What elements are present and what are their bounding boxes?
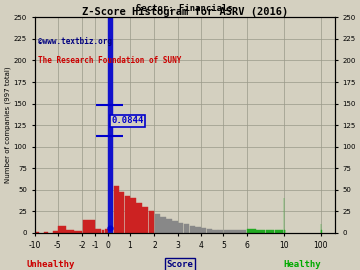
Bar (184, 224, 189, 233)
Bar (207, 229, 212, 233)
Bar (119, 192, 124, 233)
Bar (247, 229, 256, 233)
Bar (320, 224, 321, 233)
Bar (75, 231, 82, 233)
Bar (275, 230, 283, 233)
Bar (130, 198, 136, 233)
Bar (195, 227, 201, 233)
Bar (53, 231, 58, 233)
Text: Healthy: Healthy (284, 260, 321, 269)
Bar (149, 211, 154, 233)
Bar (136, 203, 142, 233)
Bar (108, 18, 113, 233)
Bar (105, 229, 108, 233)
Bar (212, 230, 217, 233)
Bar (266, 230, 274, 233)
Bar (201, 228, 206, 233)
Text: Score: Score (167, 260, 193, 269)
Bar (83, 220, 95, 233)
Bar (190, 226, 195, 233)
Bar (224, 230, 246, 233)
Text: 0.0844: 0.0844 (111, 116, 143, 125)
Bar (95, 229, 101, 233)
Title: Z-Score Histogram for ASRV (2016): Z-Score Histogram for ASRV (2016) (81, 7, 288, 17)
Bar (125, 196, 130, 233)
Text: Unhealthy: Unhealthy (26, 260, 75, 269)
Bar (161, 217, 166, 233)
Y-axis label: Number of companies (997 total): Number of companies (997 total) (4, 67, 11, 184)
Bar (178, 223, 183, 233)
Bar (113, 185, 119, 233)
Bar (256, 230, 265, 233)
Bar (172, 221, 177, 233)
Bar (44, 232, 48, 233)
Bar (143, 207, 148, 233)
Bar (102, 230, 104, 233)
Bar (58, 226, 66, 233)
Text: ©www.textbiz.org: ©www.textbiz.org (37, 37, 112, 46)
Text: The Research Foundation of SUNY: The Research Foundation of SUNY (37, 56, 181, 65)
Bar (321, 230, 322, 233)
Bar (66, 230, 74, 233)
Bar (166, 219, 172, 233)
Bar (35, 232, 39, 233)
Bar (218, 230, 223, 233)
Text: Sector: Financials: Sector: Financials (136, 4, 233, 13)
Bar (155, 214, 160, 233)
Bar (284, 230, 285, 233)
